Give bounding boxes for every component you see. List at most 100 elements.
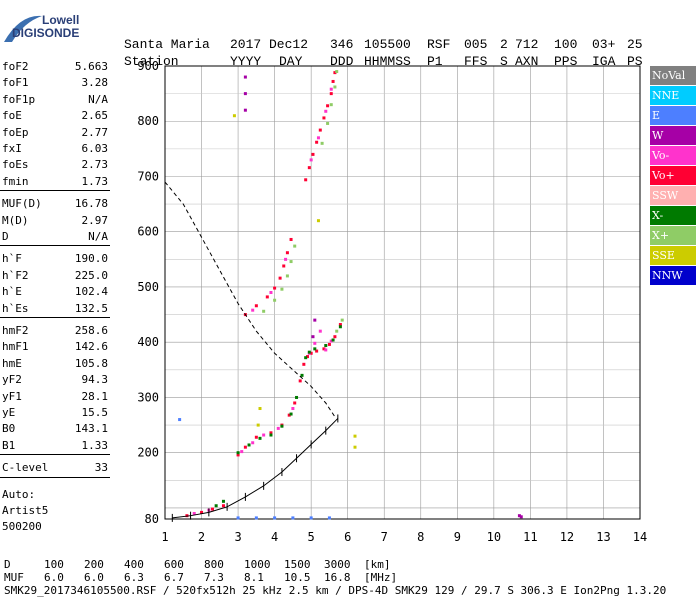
header-label: AXN <box>515 54 539 69</box>
echo-point <box>251 441 255 445</box>
x-tick-label: 2 <box>198 530 205 544</box>
header-value: 105500 <box>364 37 411 52</box>
logo-line2: DIGISONDE <box>12 26 79 40</box>
param-row: yF2 94.3 <box>2 373 108 387</box>
echo-point <box>258 436 262 440</box>
x-tick-label: 14 <box>633 530 647 544</box>
echo-point <box>318 329 322 333</box>
param-value: 1.73 <box>81 174 109 188</box>
autoscaler-line: Auto: <box>2 487 36 501</box>
param-value: 3.28 <box>81 76 109 90</box>
plot-frame <box>164 65 641 520</box>
echo-point <box>333 71 337 75</box>
y-tick-label: 900 <box>137 59 159 73</box>
echo-point <box>298 379 302 383</box>
autoscaler-line: 500200 <box>2 519 42 533</box>
y-tick-label: 700 <box>137 169 159 183</box>
header-label: IGA <box>592 54 616 69</box>
echo-point <box>517 514 521 518</box>
header-label: DDD <box>330 54 354 69</box>
echo-point <box>200 510 204 514</box>
header-label: FFS <box>464 54 488 69</box>
echo-point <box>329 87 333 91</box>
echo-point <box>276 426 280 430</box>
y-tick-label: 600 <box>137 225 159 239</box>
param-row: hmF2 258.6 <box>2 324 108 338</box>
param-name: fmin <box>2 174 29 188</box>
x-tick-label: 1 <box>161 530 168 544</box>
echo-point <box>324 109 328 113</box>
param-name: h`F2 <box>2 268 29 282</box>
header-label: S <box>500 54 508 69</box>
echo-point <box>278 276 282 280</box>
x-tick-label: 13 <box>596 530 610 544</box>
footer-row-value: 400 <box>124 558 144 571</box>
legend-item: NNW <box>650 266 696 285</box>
header-value: RSF <box>427 37 451 52</box>
footer-row-value: 8.1 <box>244 571 264 584</box>
y-tick-label: 400 <box>137 335 159 349</box>
param-row: M(D) 2.97 <box>2 214 108 228</box>
legend-item: SSE <box>650 246 696 265</box>
param-name: h`E <box>2 285 22 299</box>
echo-point <box>329 103 333 107</box>
footer-row-value: 1000 <box>244 558 271 571</box>
header-value: 712 <box>515 37 539 52</box>
echo-point <box>307 166 311 170</box>
echo-point <box>289 412 293 416</box>
echo-point <box>273 298 277 302</box>
echo-point <box>269 431 273 435</box>
echo-point <box>311 152 315 156</box>
echo-point <box>243 92 247 96</box>
legend-item: X+ <box>650 226 696 245</box>
header-label: PPS <box>554 54 578 69</box>
header-label: YYYY <box>230 54 262 69</box>
echo-point <box>300 373 304 377</box>
param-name: hmF1 <box>2 340 29 354</box>
echo-point <box>320 141 324 145</box>
echo-point <box>333 335 337 339</box>
echo-point <box>322 116 326 120</box>
param-row: h`F2 225.0 <box>2 269 108 283</box>
param-divider <box>0 245 110 247</box>
legend-item: W <box>650 126 696 145</box>
param-row: h`Es 132.5 <box>2 302 108 316</box>
footer-row-value: 7.3 <box>204 571 224 584</box>
footer-row-label: D <box>4 558 11 571</box>
echo-point <box>293 401 297 405</box>
echo-traces <box>178 70 523 520</box>
param-divider <box>0 454 110 456</box>
echo-point <box>331 338 335 342</box>
echo-point <box>304 356 308 360</box>
header-value: 100 <box>554 37 578 52</box>
footer-row-value: 6.0 <box>84 571 104 584</box>
echo-point <box>243 108 247 112</box>
param-value: 2.65 <box>81 109 109 123</box>
param-name: hmE <box>2 356 22 370</box>
echo-point <box>236 451 240 455</box>
header-label: Station <box>124 54 179 69</box>
footer-row-value: 800 <box>204 558 224 571</box>
echo-point <box>329 339 333 343</box>
param-value: 15.5 <box>81 406 109 419</box>
echo-point <box>309 516 313 520</box>
header-value: 2 <box>500 37 508 52</box>
param-row: yF1 28.1 <box>2 390 108 404</box>
header-value: 005 <box>464 37 488 52</box>
param-row: foF1p N/A <box>2 93 108 107</box>
echo-point <box>315 349 319 353</box>
param-row: B1 1.33 <box>2 439 108 453</box>
param-value: 132.5 <box>74 301 108 315</box>
param-row: B0 143.1 <box>2 422 108 436</box>
echo-point <box>340 318 344 322</box>
y-tick-label: 80 <box>145 512 159 526</box>
param-row: foEs 2.73 <box>2 158 108 172</box>
header-labels: Station YYYY DAY DDD HHMMSS P1 FFS S AXN PPS IGA PS <box>124 53 643 70</box>
echo-point <box>353 445 357 449</box>
echo-point <box>353 434 357 438</box>
echo-point <box>322 347 326 351</box>
echo-point <box>240 450 244 454</box>
y-tick-label: 800 <box>137 114 159 128</box>
echo-point <box>316 219 320 223</box>
param-name: foF2 <box>2 60 29 73</box>
